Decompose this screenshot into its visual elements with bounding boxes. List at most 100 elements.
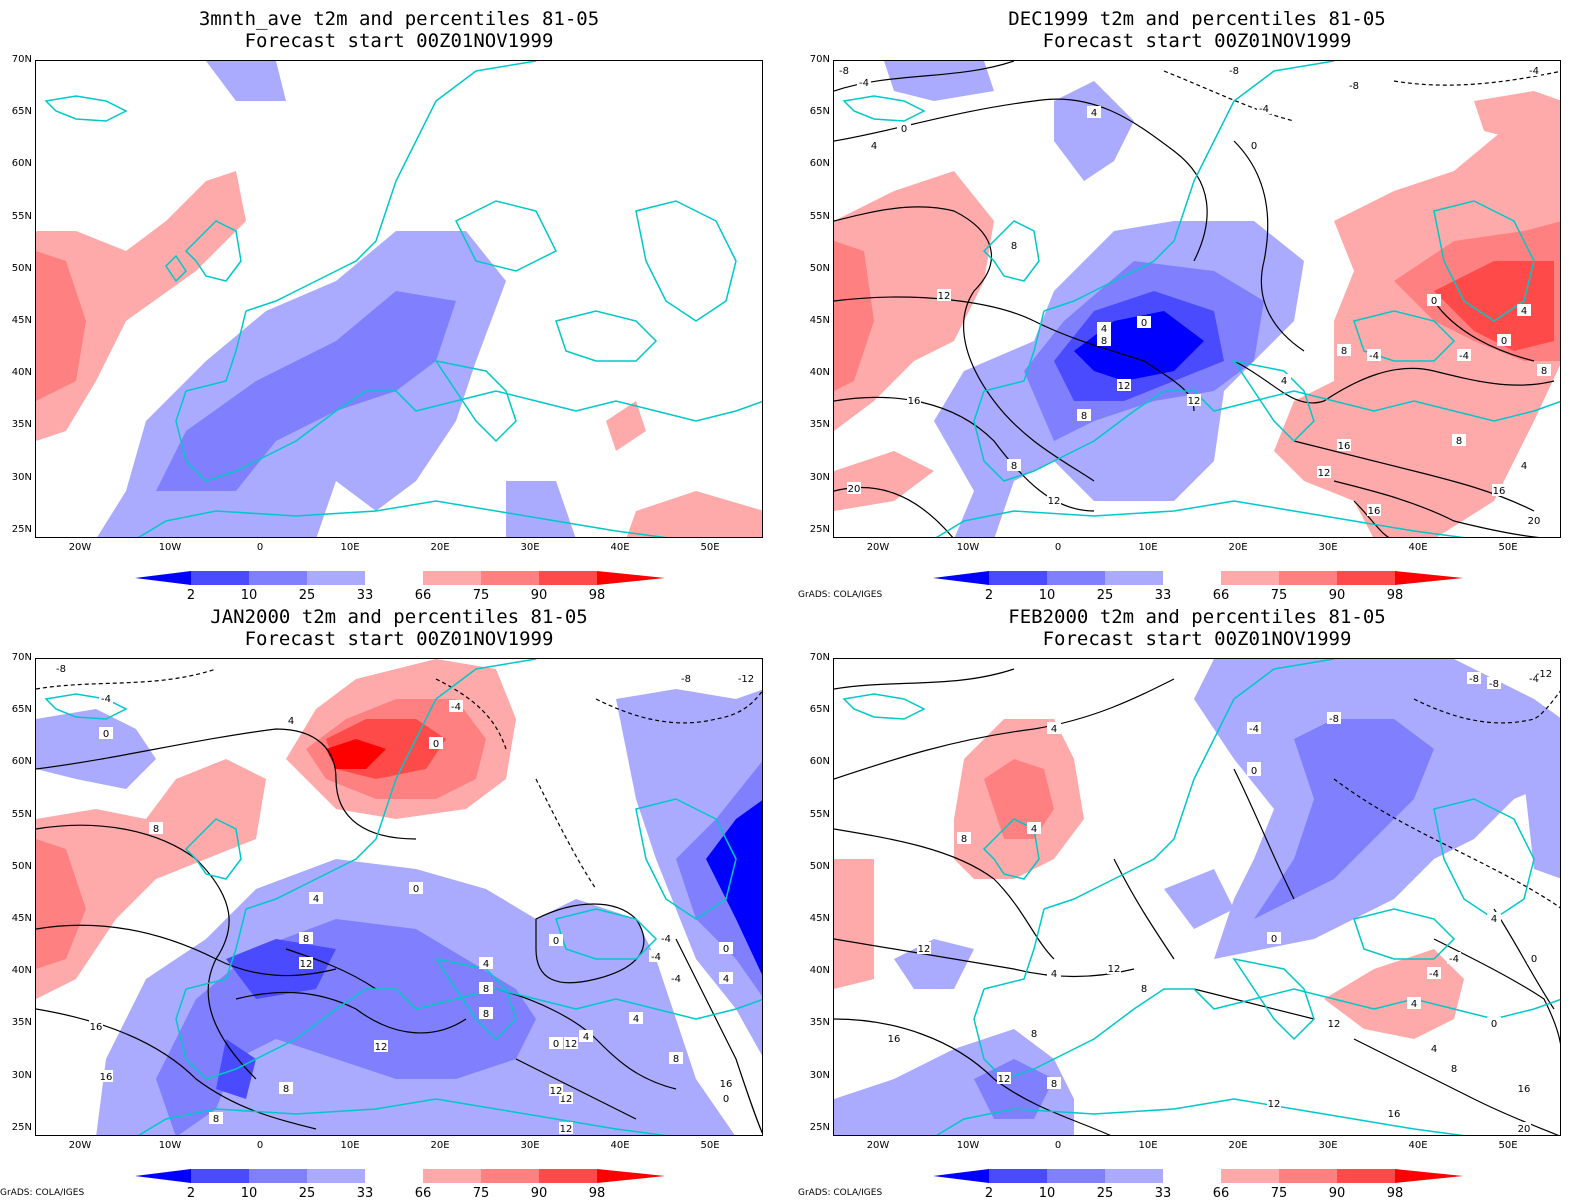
contour-label: 16 <box>720 1079 733 1090</box>
lon-label: 20W <box>68 542 92 553</box>
contour-label: -8 <box>681 674 691 685</box>
colorbar-label: 2 <box>984 1186 994 1201</box>
lon-label: 10E <box>1138 1140 1158 1151</box>
colorbar <box>135 570 665 585</box>
contour-label: 0 <box>901 124 907 135</box>
contour-label: 4 <box>1431 1044 1437 1055</box>
lon-label: 0 <box>1054 1140 1062 1151</box>
colorbar-label: 33 <box>356 1186 374 1201</box>
colorbar-label: 25 <box>298 1186 316 1201</box>
lon-label: 50E <box>700 1140 720 1151</box>
contour-label: -4 <box>651 952 661 963</box>
map-svg: -8 -4 0 4 4 0 8 -4 -8 -8 -12 12 4 8 12 0 -4 12 4 8 12 16 8 4 0 8 1… <box>834 659 1560 1135</box>
colorbar-label: 98 <box>1386 588 1404 603</box>
contour-label: 20 <box>848 484 861 495</box>
lon-label: 0 <box>256 1140 264 1151</box>
colorbar <box>135 1168 665 1183</box>
contour-label: 4 <box>583 1032 589 1043</box>
contour-label: 8 <box>1101 336 1107 347</box>
lat-label: 25N <box>809 1121 830 1133</box>
lat-label: 65N <box>809 704 830 716</box>
contour-labels: -8 -4 0 4 4 0 8 -4 -8 -8 -12 12 4 8 12 0 -4 12 4 8 12 16 8 4 0 8 1… <box>887 667 1552 1135</box>
contour-label: -4 <box>1249 724 1259 735</box>
contour-label: -4 <box>451 702 461 713</box>
lat-label: 55N <box>11 808 32 820</box>
lat-label: 55N <box>809 210 830 222</box>
colorbar-label: 2 <box>186 588 196 603</box>
lon-label: 10W <box>956 1140 980 1151</box>
lat-label: 50N <box>809 262 830 274</box>
contour-label: -8 <box>1349 81 1359 92</box>
colorbar-label: 90 <box>1328 1186 1346 1201</box>
colorbar-label: 33 <box>1154 1186 1172 1201</box>
colorbar-label: 10 <box>1038 588 1056 603</box>
contour-label: 12 <box>1108 964 1121 975</box>
contour-label: 12 <box>1268 1099 1281 1110</box>
contour-label: 0 <box>1431 296 1437 307</box>
contour-label: 16 <box>90 1022 103 1033</box>
lat-label: 30N <box>11 471 32 483</box>
contour-label: -8 <box>1489 679 1499 690</box>
contour-label: 8 <box>483 984 489 995</box>
contour-label: 8 <box>213 1114 219 1125</box>
colorbar-label: 2 <box>186 1186 196 1201</box>
lat-label: 55N <box>11 210 32 222</box>
lat-label: 70N <box>11 54 32 65</box>
contour-label: -4 <box>1259 104 1269 115</box>
contour-label: 16 <box>1388 1109 1401 1120</box>
colorbar-label: 75 <box>1270 1186 1288 1201</box>
lon-label: 30E <box>520 1140 540 1151</box>
lat-label: 35N <box>809 1017 830 1029</box>
contours <box>834 61 1560 537</box>
lat-label: 40N <box>809 367 830 379</box>
contour-label: 0 <box>1251 766 1257 777</box>
contour-label: 12 <box>938 291 951 302</box>
lat-label: 70N <box>809 652 830 663</box>
lat-label: 60N <box>809 158 830 170</box>
lat-label: 60N <box>11 756 32 768</box>
lon-label: 10E <box>1138 542 1158 553</box>
shading-cold <box>36 689 762 1135</box>
lat-label: 30N <box>809 471 830 483</box>
shading-cold <box>97 61 576 537</box>
contour-label: 0 <box>413 884 419 895</box>
contour-label: 12 <box>1318 468 1331 479</box>
contour-label: 12 <box>560 1124 573 1135</box>
contour-label: 0 <box>553 1039 559 1050</box>
contour-label: -8 <box>839 66 849 77</box>
lon-label: 50E <box>1498 1140 1518 1151</box>
lon-label: 10W <box>956 542 980 553</box>
map-frame: -8 -4 -8 -8 -4 4 0 -4 4 0 8 12 4 0 8 12 16 8 12 8 12 20 0 4 0 8 -4… <box>833 60 1561 538</box>
lon-label: 40E <box>1408 542 1428 553</box>
map-frame: -8 -4 0 4 0 -4 8 4 0 8 12 4 -4 8 12 4 0 12 8 16 8 12 -4 0 4 12 8 0 1… <box>35 658 763 1136</box>
contour-label: 16 <box>100 1072 113 1083</box>
contour-label: 4 <box>1521 306 1527 317</box>
contour-label: -4 <box>1529 66 1539 77</box>
lat-label: 70N <box>809 54 830 65</box>
contour-label: 4 <box>288 716 294 727</box>
lat-label: 45N <box>809 913 830 924</box>
lat-label: 65N <box>809 106 830 118</box>
contour-label: 12 <box>1188 396 1201 407</box>
colorbar-label: 10 <box>240 1186 258 1201</box>
contour-label: 0 <box>1501 336 1507 347</box>
contour-label: 8 <box>961 834 967 845</box>
shading-warm <box>36 659 516 999</box>
colorbar-label: 90 <box>530 588 548 603</box>
lat-label: 25N <box>11 1121 32 1133</box>
lon-label: 20W <box>866 1140 890 1151</box>
colorbar-label: 66 <box>1212 1186 1230 1201</box>
colorbar-label: 33 <box>356 588 374 603</box>
contour-label: 12 <box>565 1039 578 1050</box>
map-svg <box>36 61 762 537</box>
lon-label: 20E <box>430 1140 450 1151</box>
contour-label: 4 <box>313 894 319 905</box>
colorbar-label: 66 <box>1212 588 1230 603</box>
lon-label: 20E <box>430 542 450 553</box>
contour-label: 4 <box>1281 376 1287 387</box>
contour-label: 8 <box>1011 461 1017 472</box>
contour-label: 20 <box>1528 516 1541 527</box>
contour-label: 8 <box>283 1084 289 1095</box>
colorbar-label: 25 <box>1096 588 1114 603</box>
